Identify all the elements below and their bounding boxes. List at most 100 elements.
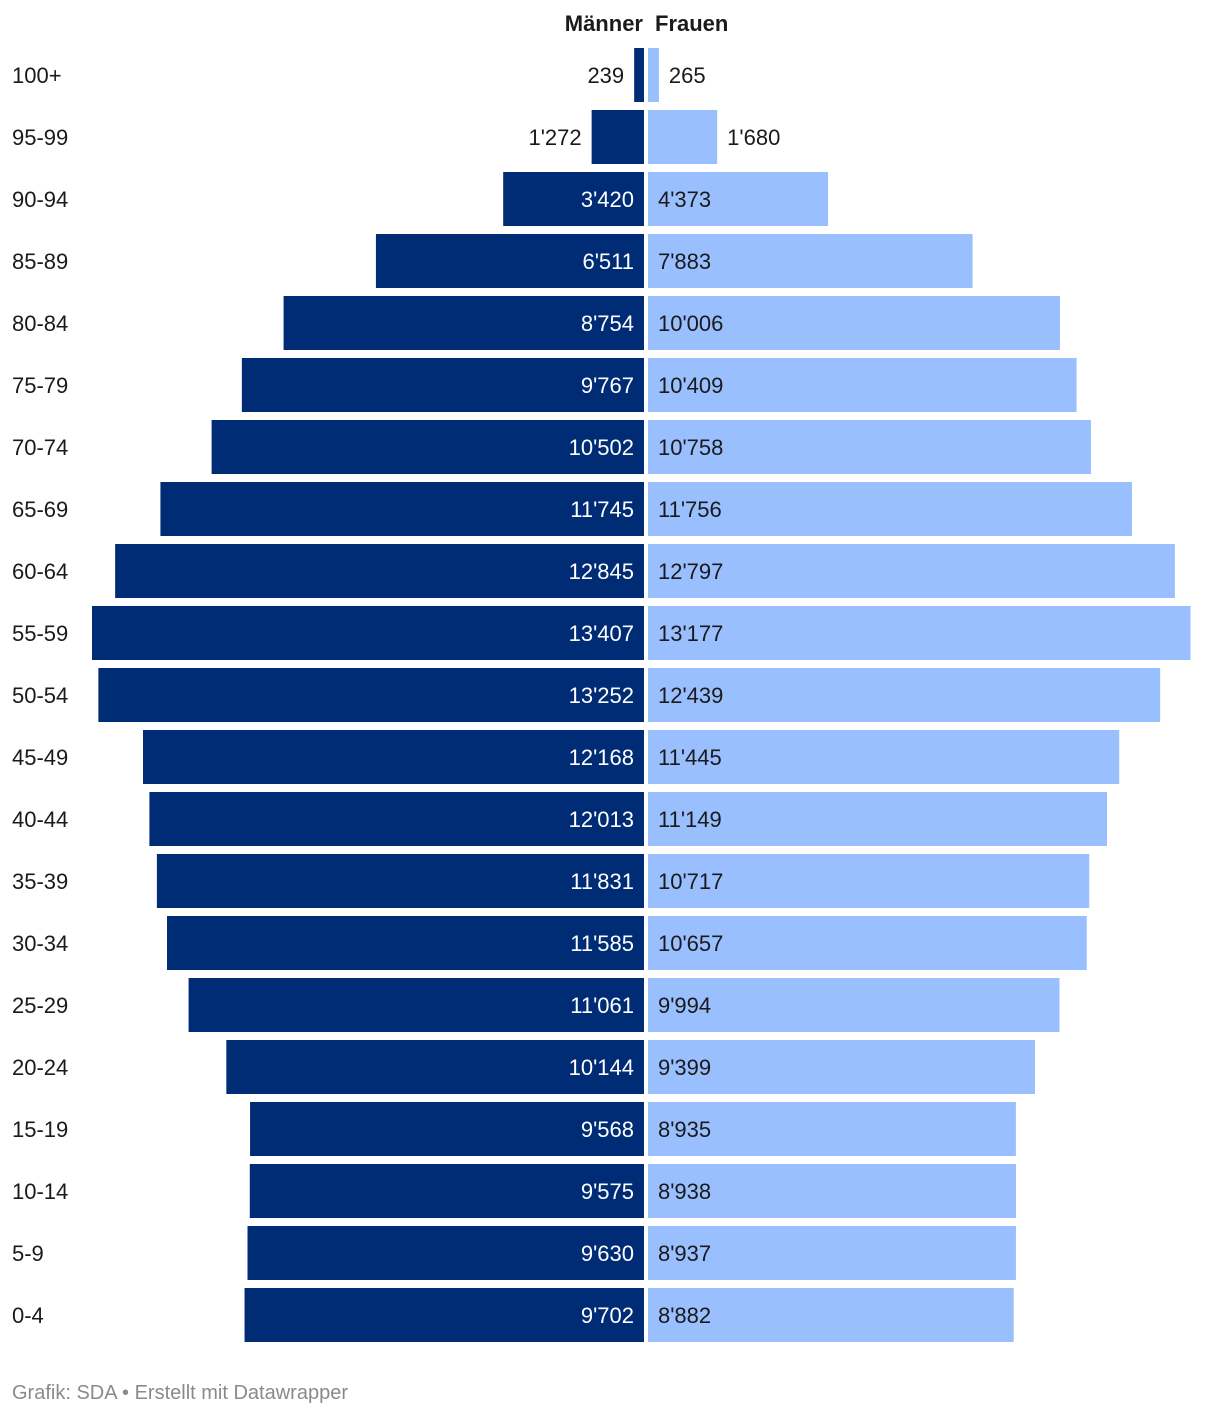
value-label-frauen: 265 — [669, 63, 706, 88]
category-label: 100+ — [12, 63, 62, 88]
value-label-maenner: 9'702 — [581, 1303, 634, 1328]
bar-maenner — [249, 1164, 644, 1218]
bar-frauen — [648, 1226, 1016, 1280]
chart-rows: 100+ 239 265 95-99 1'272 1'680 90-94 3'420 4'373… — [12, 48, 1191, 1342]
value-label-maenner: 239 — [587, 63, 624, 88]
series-header-frauen: Frauen — [655, 11, 728, 36]
bar-maenner — [375, 234, 644, 288]
value-label-maenner: 13'407 — [569, 621, 634, 646]
category-label: 5-9 — [12, 1241, 44, 1266]
bar-frauen — [648, 916, 1087, 970]
bar-frauen — [648, 48, 659, 102]
value-label-frauen: 4'373 — [658, 187, 711, 212]
category-label: 75-79 — [12, 373, 68, 398]
bar-maenner — [250, 1102, 644, 1156]
value-label-maenner: 12'168 — [569, 745, 634, 770]
value-label-maenner: 9'575 — [581, 1179, 634, 1204]
value-label-frauen: 10'409 — [658, 373, 723, 398]
value-label-frauen: 8'882 — [658, 1303, 711, 1328]
bar-maenner — [244, 1288, 644, 1342]
bar-maenner — [98, 668, 645, 722]
value-label-frauen: 10'006 — [658, 311, 723, 336]
category-label: 20-24 — [12, 1055, 68, 1080]
value-label-maenner: 9'767 — [581, 373, 634, 398]
category-label: 65-69 — [12, 497, 68, 522]
value-label-maenner: 11'585 — [570, 931, 634, 956]
category-label: 95-99 — [12, 125, 68, 150]
bar-frauen — [648, 1102, 1016, 1156]
bar-maenner — [115, 544, 644, 598]
bar-frauen — [648, 296, 1060, 350]
bar-frauen — [648, 110, 718, 164]
value-label-maenner: 10'502 — [569, 435, 634, 460]
bar-frauen — [648, 482, 1133, 536]
value-label-maenner: 11'831 — [570, 869, 634, 894]
bar-frauen — [648, 730, 1120, 784]
bar-maenner — [149, 792, 644, 846]
value-label-maenner: 12'013 — [569, 807, 634, 832]
value-label-maenner: 3'420 — [581, 187, 634, 212]
bar-maenner — [503, 172, 644, 226]
bar-maenner — [634, 48, 644, 102]
value-label-frauen: 9'399 — [658, 1055, 711, 1080]
value-label-maenner: 8'754 — [581, 311, 634, 336]
bar-maenner — [160, 482, 645, 536]
bar-frauen — [648, 854, 1090, 908]
bar-frauen — [648, 234, 973, 288]
bar-frauen — [648, 420, 1091, 474]
chart-footer: Grafik: SDA • Erstellt mit Datawrapper — [12, 1382, 348, 1404]
value-label-frauen: 13'177 — [658, 621, 723, 646]
category-label: 60-64 — [12, 559, 68, 584]
bar-maenner — [226, 1040, 644, 1094]
value-label-frauen: 10'758 — [658, 435, 723, 460]
value-label-frauen: 8'935 — [658, 1117, 711, 1142]
value-label-frauen: 1'680 — [727, 125, 780, 150]
bar-frauen — [648, 792, 1108, 846]
category-label: 90-94 — [12, 187, 68, 212]
category-label: 70-74 — [12, 435, 68, 460]
category-label: 15-19 — [12, 1117, 68, 1142]
value-label-maenner: 10'144 — [569, 1055, 634, 1080]
bar-maenner — [283, 296, 644, 350]
bar-maenner — [247, 1226, 645, 1280]
value-label-frauen: 10'717 — [658, 869, 723, 894]
value-label-maenner: 9'630 — [581, 1241, 634, 1266]
value-label-frauen: 12'797 — [658, 559, 723, 584]
category-label: 45-49 — [12, 745, 68, 770]
bar-frauen — [648, 978, 1060, 1032]
bar-maenner — [211, 420, 644, 474]
category-label: 25-29 — [12, 993, 68, 1018]
category-label: 55-59 — [12, 621, 68, 646]
value-label-frauen: 9'994 — [658, 993, 711, 1018]
value-label-maenner: 11'061 — [570, 993, 634, 1018]
bar-maenner — [241, 358, 644, 412]
value-label-frauen: 10'657 — [658, 931, 723, 956]
bar-frauen — [648, 606, 1191, 660]
value-label-frauen: 7'883 — [658, 249, 711, 274]
category-label: 40-44 — [12, 807, 68, 832]
category-label: 85-89 — [12, 249, 68, 274]
value-label-frauen: 11'445 — [658, 745, 722, 770]
bar-frauen — [648, 1288, 1014, 1342]
bar-frauen — [648, 358, 1077, 412]
value-label-maenner: 9'568 — [581, 1117, 634, 1142]
category-label: 80-84 — [12, 311, 68, 336]
category-label: 50-54 — [12, 683, 68, 708]
bar-maenner — [188, 978, 644, 1032]
population-pyramid-chart: Männer Frauen 100+ 239 265 95-99 1'272 1'680 9… — [12, 11, 1191, 1342]
value-label-maenner: 12'845 — [569, 559, 634, 584]
bar-frauen — [648, 1040, 1035, 1094]
bar-frauen — [648, 172, 829, 226]
bar-frauen — [648, 1164, 1016, 1218]
category-label: 10-14 — [12, 1179, 68, 1204]
bar-maenner — [156, 854, 645, 908]
bar-frauen — [648, 668, 1161, 722]
value-label-frauen: 11'149 — [658, 807, 722, 832]
bar-frauen — [648, 544, 1175, 598]
bar-maenner — [92, 606, 644, 660]
value-label-frauen: 8'938 — [658, 1179, 711, 1204]
bar-maenner — [167, 916, 644, 970]
bar-maenner — [591, 110, 644, 164]
series-header-maenner: Männer — [565, 11, 644, 36]
value-label-frauen: 8'937 — [658, 1241, 711, 1266]
